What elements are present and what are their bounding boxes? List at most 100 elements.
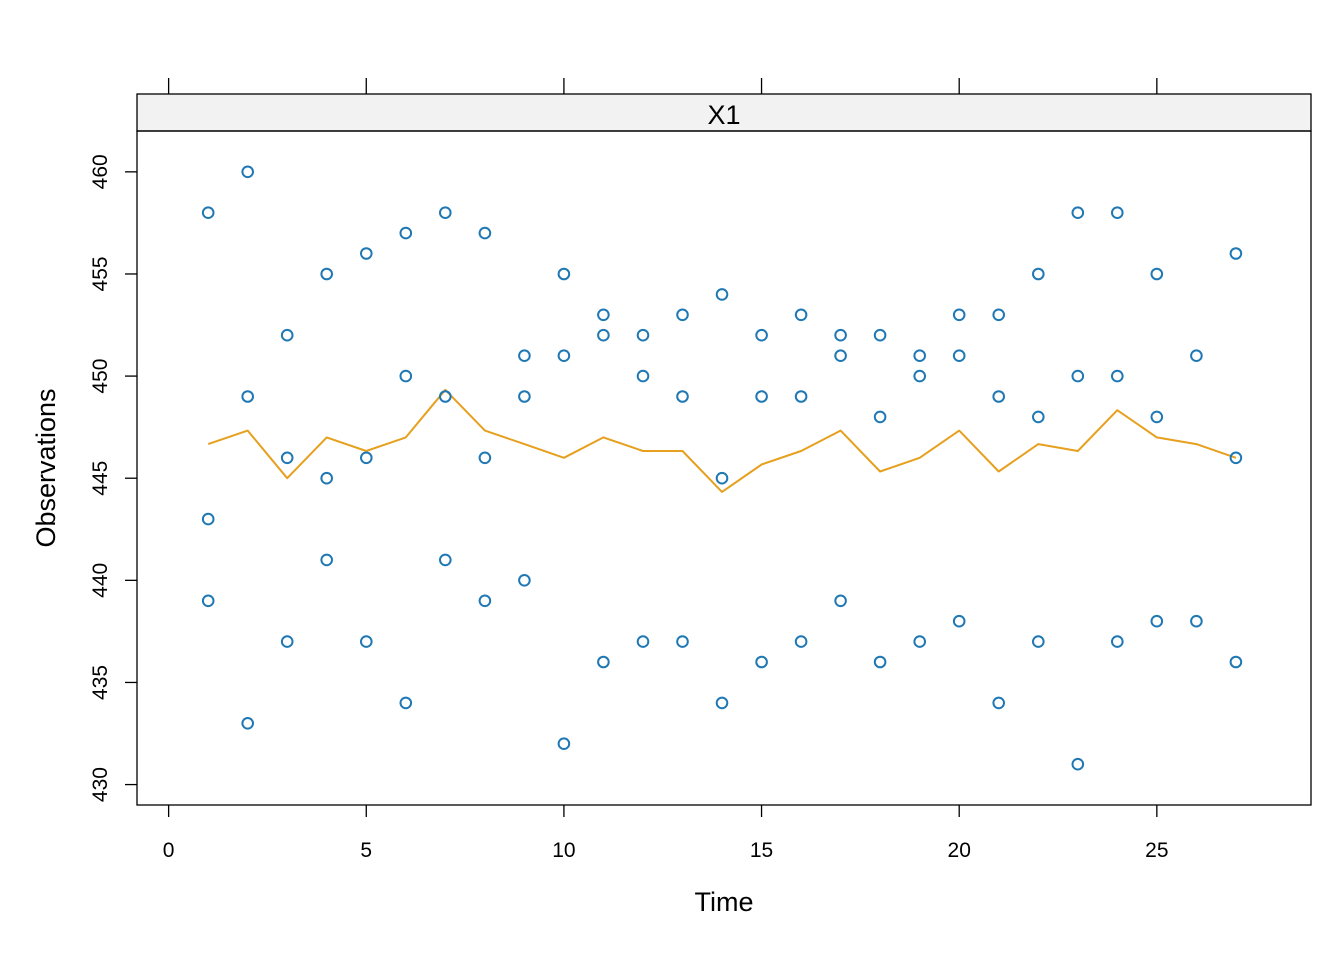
data-point <box>1032 267 1045 281</box>
data-point <box>1032 410 1045 424</box>
data-point <box>1111 206 1124 219</box>
data-point <box>913 349 927 363</box>
data-point <box>873 328 887 342</box>
data-point <box>794 390 808 403</box>
x-tick-label: 15 <box>750 839 773 862</box>
x-tick-label: 5 <box>360 839 372 862</box>
data-point <box>399 369 413 383</box>
y-axis-title: Observations <box>31 388 61 547</box>
data-point <box>399 696 413 710</box>
data-point <box>636 328 650 342</box>
y-tick-label: 445 <box>89 461 112 496</box>
data-point <box>241 717 254 730</box>
data-point <box>1032 635 1045 648</box>
data-point <box>755 655 768 669</box>
data-point <box>715 696 729 710</box>
y-tick-label: 450 <box>89 359 112 394</box>
data-point <box>755 328 768 342</box>
data-point <box>834 349 847 363</box>
data-point <box>1190 349 1203 363</box>
data-point <box>992 390 1006 403</box>
data-point <box>1071 369 1085 383</box>
data-point <box>834 594 847 608</box>
data-point <box>992 308 1006 322</box>
data-point <box>1150 267 1164 281</box>
plot-frame <box>136 130 1312 806</box>
data-point <box>1111 369 1124 383</box>
data-point <box>360 451 373 465</box>
y-tick-label: 435 <box>89 665 112 700</box>
y-tick-label: 460 <box>89 154 112 189</box>
y-tick-label: 440 <box>89 563 112 598</box>
data-point <box>557 349 571 363</box>
data-point <box>280 328 294 342</box>
data-point <box>280 635 294 648</box>
points-layer <box>201 165 1243 771</box>
data-point <box>518 574 531 587</box>
data-point <box>597 328 610 342</box>
data-point <box>439 553 452 567</box>
data-point <box>478 451 492 465</box>
data-point <box>715 471 729 485</box>
data-point <box>241 165 254 179</box>
data-point <box>360 635 373 648</box>
mean-line <box>207 388 1237 493</box>
data-point <box>439 206 452 219</box>
data-point <box>1150 614 1164 628</box>
data-point <box>201 594 215 608</box>
data-point <box>280 451 294 465</box>
y-tick-label: 430 <box>89 767 112 802</box>
data-point <box>913 635 927 648</box>
data-point <box>518 390 531 403</box>
data-point <box>597 308 610 322</box>
data-point <box>715 288 729 301</box>
data-point <box>360 247 373 260</box>
data-point <box>952 349 966 363</box>
data-point <box>636 369 650 383</box>
data-point <box>478 226 492 240</box>
data-point <box>992 696 1006 710</box>
data-point <box>794 308 808 322</box>
data-point <box>834 328 847 342</box>
data-point <box>518 349 531 363</box>
x-tick-label: 25 <box>1145 839 1168 862</box>
data-point <box>1111 635 1124 648</box>
data-point <box>320 471 334 485</box>
data-point <box>1190 614 1203 628</box>
data-point <box>676 635 689 648</box>
x-tick-label: 10 <box>552 839 575 862</box>
data-point <box>1150 410 1164 424</box>
data-point <box>597 655 610 669</box>
data-point <box>201 512 215 526</box>
data-point <box>755 390 768 403</box>
data-point <box>439 390 452 403</box>
data-point <box>201 206 215 219</box>
data-point <box>636 635 650 648</box>
data-point <box>320 553 334 567</box>
panel-title: X1 <box>707 100 740 130</box>
data-point <box>794 635 808 648</box>
data-point <box>1229 655 1243 669</box>
data-point <box>676 390 689 403</box>
data-point <box>320 267 334 281</box>
data-point <box>913 369 927 383</box>
data-point <box>399 226 413 240</box>
data-point <box>1071 206 1085 219</box>
strip-background <box>136 93 1312 132</box>
x-tick-label: 20 <box>948 839 971 862</box>
data-point <box>478 594 492 608</box>
data-point <box>241 390 254 403</box>
data-point <box>1229 247 1243 260</box>
data-point <box>557 737 571 751</box>
data-point <box>557 267 571 281</box>
x-tick-label: 0 <box>163 839 175 862</box>
data-point <box>1071 757 1085 771</box>
data-point <box>873 655 887 669</box>
data-point <box>1229 451 1243 465</box>
x-axis-title: Time <box>695 887 754 917</box>
data-point <box>676 308 689 322</box>
data-point <box>952 308 966 322</box>
y-tick-label: 455 <box>89 256 112 291</box>
data-point <box>873 410 887 424</box>
